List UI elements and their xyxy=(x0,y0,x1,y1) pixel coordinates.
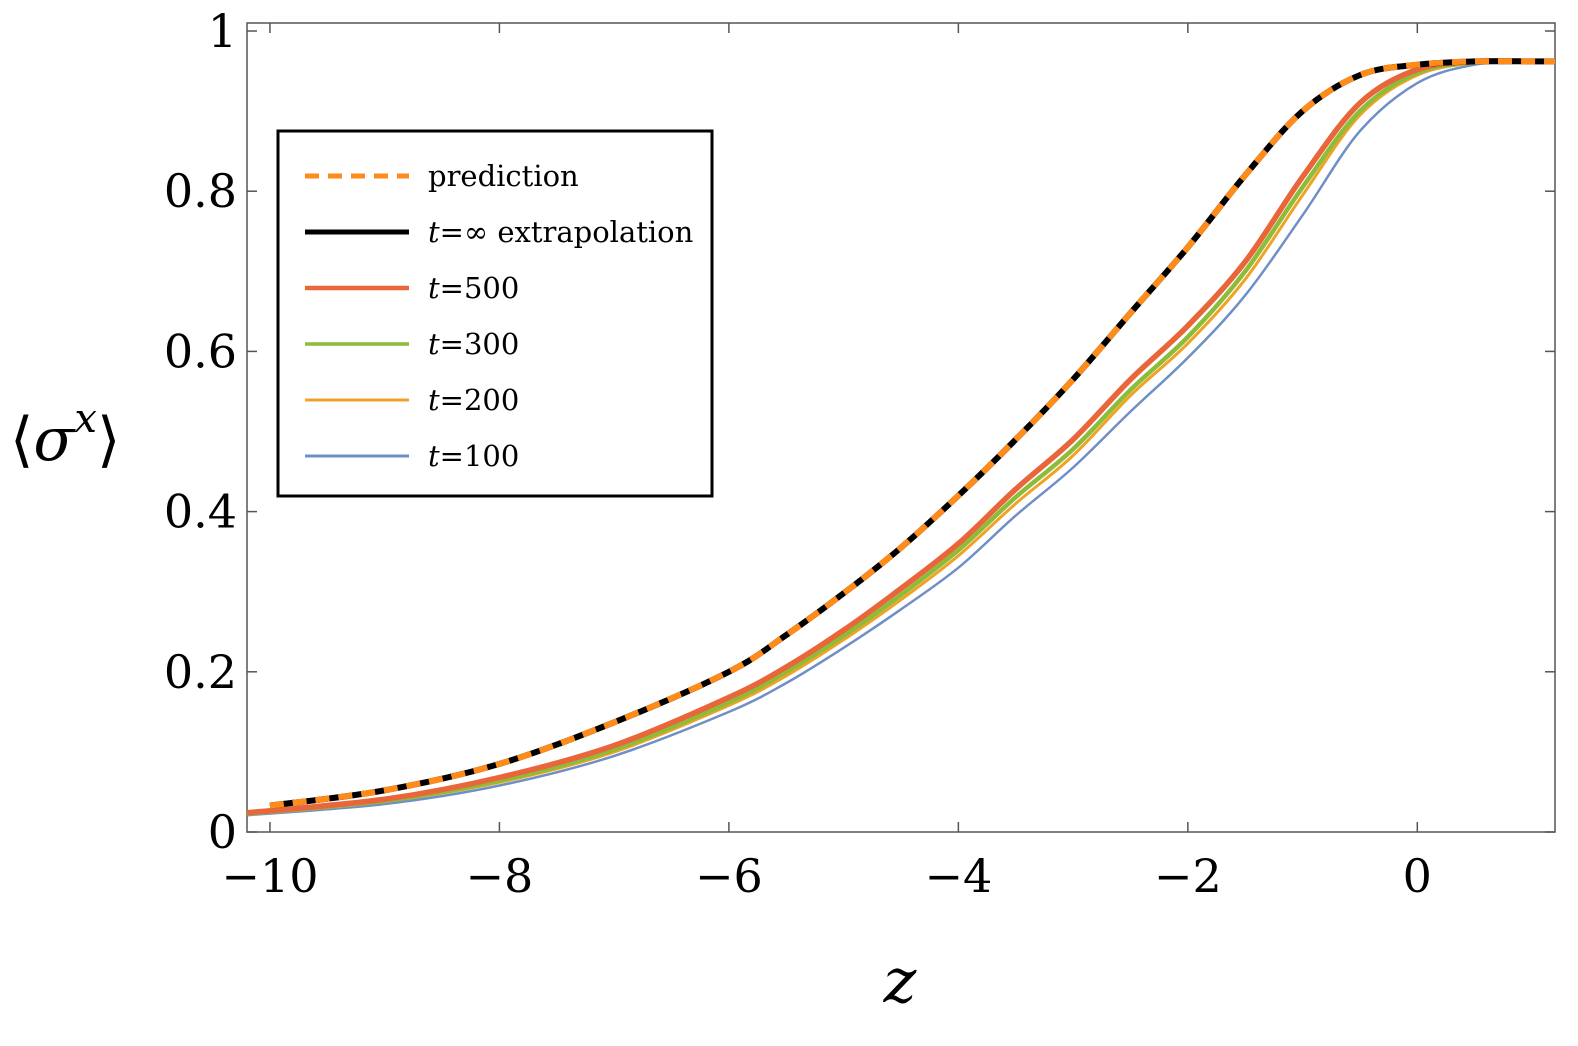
y-tick-label: 1 xyxy=(208,4,237,58)
legend-label: t=500 xyxy=(428,271,519,305)
legend-label: t=∞ extrapolation xyxy=(428,215,693,249)
x-tick-label: −8 xyxy=(466,849,534,903)
legend-label-text: =500 xyxy=(440,271,520,305)
x-tick-label: −4 xyxy=(924,849,992,903)
x-tick-label: 0 xyxy=(1403,849,1432,903)
series-line-t-100 xyxy=(246,59,1556,817)
y-axis-label: ⟨σx⟩ xyxy=(10,396,120,475)
legend-label-text: =∞ extrapolation xyxy=(440,215,694,249)
legend-label-var: t xyxy=(428,327,440,361)
legend-label-text: prediction xyxy=(428,159,579,193)
x-tick-label: −10 xyxy=(221,849,318,903)
series-line-prediction xyxy=(269,58,1555,809)
y-axis-label-superscript: x xyxy=(74,396,97,442)
y-axis-label-close: ⟩ xyxy=(97,405,120,475)
legend-label-var: t xyxy=(428,215,440,249)
legend-label: t=200 xyxy=(428,383,519,417)
plot-frame xyxy=(246,22,1556,833)
axis-ticks: −10 −8 −6 −4 −2 0 0 0.2 0.4 0.6 0.8 1 xyxy=(164,4,1555,903)
series-line-t-500 xyxy=(246,58,1555,816)
series-line-t-300 xyxy=(246,58,1556,816)
y-tick-label: 0.8 xyxy=(164,164,237,218)
legend-label-text: =200 xyxy=(440,383,520,417)
legend-label-var: t xyxy=(428,439,440,473)
legend-label: prediction xyxy=(428,159,579,193)
legend-box xyxy=(276,129,714,498)
y-tick-label: 0.4 xyxy=(164,485,237,539)
legend-label-text: =100 xyxy=(440,439,520,473)
legend-label-var: t xyxy=(428,271,440,305)
x-tick-label: −6 xyxy=(695,849,763,903)
legend-label-text: =300 xyxy=(440,327,520,361)
legend-label: t=100 xyxy=(428,439,519,473)
y-tick-label: 0.6 xyxy=(164,324,237,378)
y-axis-label-open: ⟨ xyxy=(10,405,33,475)
legend-label: t=300 xyxy=(428,327,519,361)
x-tick-label: −2 xyxy=(1154,849,1222,903)
y-tick-label: 0.2 xyxy=(164,645,237,699)
x-axis-label: z xyxy=(883,944,917,1017)
y-axis-label-symbol: σ xyxy=(33,405,76,475)
y-tick-label: 0 xyxy=(208,805,237,859)
legend-label-var: t xyxy=(428,383,440,417)
series-lines xyxy=(246,58,1556,817)
